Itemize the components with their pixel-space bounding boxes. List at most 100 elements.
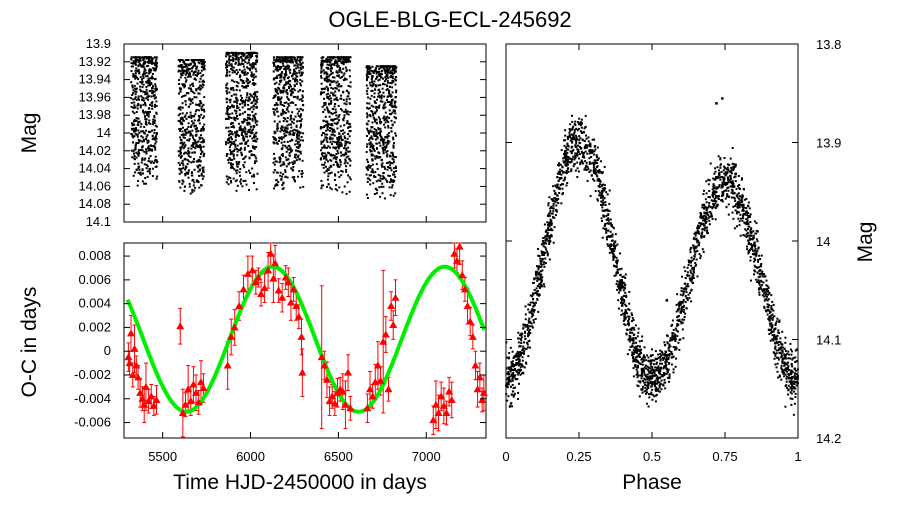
lc-point <box>331 124 333 126</box>
lc-point <box>246 78 248 80</box>
lc-point <box>190 117 192 119</box>
lc-point <box>191 172 193 174</box>
phase-point <box>620 314 622 316</box>
lc-point <box>343 74 345 76</box>
lc-point <box>366 85 368 87</box>
lc-point <box>392 152 394 154</box>
phase-point <box>609 210 611 212</box>
lc-point <box>231 52 233 54</box>
lc-point <box>327 90 329 92</box>
lc-point <box>321 126 323 128</box>
lc-point <box>366 167 368 169</box>
lc-point <box>299 116 301 118</box>
lc-point <box>199 137 201 139</box>
lc-point <box>198 115 200 117</box>
lc-point <box>383 105 385 107</box>
phase-point <box>708 220 710 222</box>
lc-point <box>326 121 328 123</box>
phase-point <box>588 136 590 138</box>
lc-point <box>394 112 396 114</box>
lc-point <box>329 84 331 86</box>
phase-point <box>707 232 709 234</box>
lc-point <box>324 172 326 174</box>
lc-point <box>194 65 196 67</box>
lc-point <box>154 149 156 151</box>
lc-point <box>242 164 244 166</box>
lc-point <box>389 109 391 111</box>
lc-point <box>384 146 386 148</box>
lc-point <box>134 78 136 80</box>
lc-point <box>203 66 205 68</box>
lc-point <box>236 89 238 91</box>
chart-title: OGLE-BLG-ECL-245692 <box>328 7 571 32</box>
lc-point <box>343 72 345 74</box>
lc-point <box>392 65 394 67</box>
lc-point <box>249 135 251 137</box>
lc-point <box>338 65 340 67</box>
lc-point <box>178 65 180 67</box>
lc-point <box>299 56 301 58</box>
phase-point <box>576 162 578 164</box>
lc-point <box>332 137 334 139</box>
lc-point <box>178 114 180 116</box>
lc-point <box>380 139 382 141</box>
lc-point <box>197 171 199 173</box>
lc-point <box>243 137 245 139</box>
phase-point <box>619 252 621 254</box>
lc-point <box>154 88 156 90</box>
lc-point <box>275 82 277 84</box>
lc-point <box>282 113 284 115</box>
lc-point <box>371 80 373 82</box>
phase-point <box>703 251 705 253</box>
lc-point <box>279 68 281 70</box>
lc-point <box>387 80 389 82</box>
lc-point <box>382 92 384 94</box>
lc-point <box>152 136 154 138</box>
lc-point <box>230 88 232 90</box>
lc-point <box>379 67 381 69</box>
lc-point <box>187 153 189 155</box>
lc-point <box>236 85 238 87</box>
lc-point <box>135 72 137 74</box>
lc-point <box>184 169 186 171</box>
lc-point <box>155 136 157 138</box>
lc-point <box>185 79 187 81</box>
lc-point <box>134 98 136 100</box>
lc-point <box>151 150 153 152</box>
lc-point <box>199 81 201 83</box>
lc-point <box>275 90 277 92</box>
lc-point <box>370 126 372 128</box>
lc-point <box>291 169 293 171</box>
phase-point <box>639 340 641 342</box>
lc-point <box>138 71 140 73</box>
lc-point <box>340 108 342 110</box>
lc-point <box>189 183 191 185</box>
phase-point <box>513 387 515 389</box>
lc-point <box>134 149 136 151</box>
lc-point <box>382 192 384 194</box>
lc-point <box>247 145 249 147</box>
lc-point <box>294 129 296 131</box>
lc-point <box>249 157 251 159</box>
lc-point <box>284 118 286 120</box>
lc-point <box>251 102 253 104</box>
lc-point <box>255 158 257 160</box>
lc-point <box>302 132 304 134</box>
lc-point <box>288 76 290 78</box>
lc-point <box>281 138 283 140</box>
lc-point <box>184 173 186 175</box>
lc-point <box>339 59 341 61</box>
lc-point <box>287 93 289 95</box>
lc-point <box>197 165 199 167</box>
phase-point <box>750 256 752 258</box>
lc-point <box>154 83 156 85</box>
lc-point <box>231 131 233 133</box>
lc-point <box>343 147 345 149</box>
lc-point <box>323 120 325 122</box>
phase-point <box>767 314 769 316</box>
phase-point <box>571 159 573 161</box>
lc-point <box>189 103 191 105</box>
lc-point <box>340 164 342 166</box>
lc-point <box>281 176 283 178</box>
